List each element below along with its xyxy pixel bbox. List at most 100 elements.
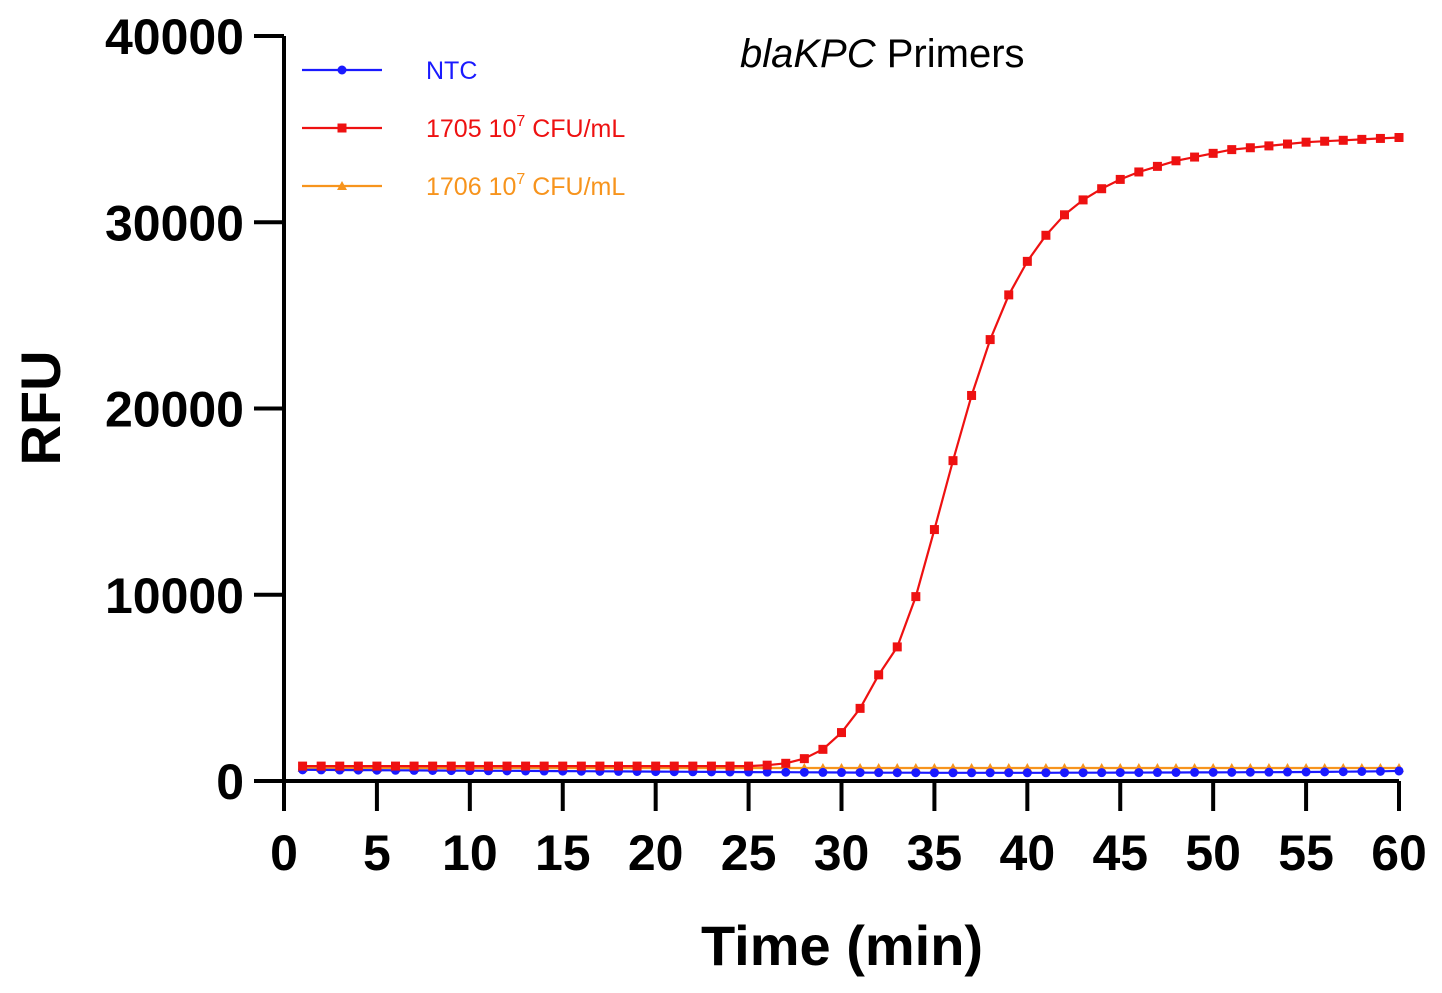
legend-label: NTC <box>426 57 477 85</box>
data-point <box>1004 290 1014 300</box>
data-point <box>614 761 623 771</box>
data-point <box>1152 768 1162 778</box>
data-point <box>1338 767 1348 777</box>
data-point <box>1320 767 1330 777</box>
x-tick-label: 20 <box>628 825 684 881</box>
series-1705-10-7-cfu-ml <box>298 133 1404 771</box>
data-point <box>576 761 586 771</box>
data-point <box>1245 767 1255 777</box>
x-tick-label: 30 <box>814 825 870 881</box>
data-point <box>1375 133 1385 143</box>
data-point <box>967 390 977 400</box>
data-point <box>855 768 865 778</box>
x-tick-label: 50 <box>1185 825 1241 881</box>
data-point <box>892 768 902 778</box>
legend-label-rest: CFU/mL <box>525 173 625 201</box>
data-point <box>762 760 772 770</box>
legend-item: NTC <box>302 57 477 85</box>
data-point <box>316 761 326 771</box>
data-point <box>837 768 846 778</box>
y-axis-title: RFU <box>9 350 72 465</box>
data-point <box>1301 767 1311 777</box>
x-tick-label: 5 <box>363 825 391 881</box>
data-point <box>409 761 419 771</box>
data-point <box>1264 141 1274 151</box>
x-tick-label: 45 <box>1092 825 1148 881</box>
series-group <box>297 133 1404 778</box>
x-tick-label: 10 <box>442 825 498 881</box>
legend-swatch-marker <box>337 65 347 75</box>
x-tick-label: 60 <box>1371 825 1427 881</box>
data-point <box>539 761 549 771</box>
data-point <box>428 761 438 771</box>
x-tick-label: 55 <box>1278 825 1334 881</box>
data-point <box>948 768 958 778</box>
data-point <box>1264 767 1274 777</box>
data-point <box>1115 768 1125 778</box>
data-point <box>1245 143 1255 153</box>
legend-label-rest: CFU/mL <box>525 115 625 143</box>
data-point <box>353 761 363 771</box>
data-point <box>335 761 345 771</box>
data-point <box>446 761 456 771</box>
data-point <box>1227 145 1237 155</box>
data-point <box>1134 167 1144 177</box>
data-point <box>1078 768 1088 778</box>
data-point <box>837 728 846 738</box>
data-point <box>1375 766 1385 776</box>
data-point <box>929 768 939 778</box>
data-point <box>1115 174 1125 184</box>
data-point <box>1208 767 1218 777</box>
data-point <box>1097 768 1107 778</box>
data-point <box>391 761 400 771</box>
x-tick-label: 40 <box>1000 825 1056 881</box>
data-point <box>651 761 661 771</box>
data-point <box>1208 148 1218 158</box>
series-line <box>302 136 1400 768</box>
data-point <box>595 761 605 771</box>
legend-label-base: 1706 10 <box>426 173 516 201</box>
data-point <box>892 642 902 652</box>
legend-swatch-marker <box>337 181 347 190</box>
data-point <box>1134 768 1144 778</box>
data-point <box>1097 184 1107 194</box>
data-point <box>1041 768 1051 778</box>
data-point <box>1171 156 1181 166</box>
data-point <box>688 761 698 771</box>
x-tick-label: 15 <box>535 825 591 881</box>
y-ticks: 0 10000 20000 30000 40000 <box>105 9 284 810</box>
legend-label-sup: 7 <box>516 113 525 130</box>
data-point <box>1022 768 1032 778</box>
data-point <box>855 703 865 713</box>
x-tick-label: 0 <box>270 825 298 881</box>
y-tick-label: 0 <box>216 754 244 810</box>
legend-swatch-marker <box>337 123 347 133</box>
chart-title-rest: Primers <box>876 32 1025 76</box>
data-point <box>465 761 475 771</box>
data-point <box>948 456 958 466</box>
y-tick-label: 40000 <box>105 9 244 65</box>
data-point <box>1171 767 1181 777</box>
data-point <box>1394 133 1404 143</box>
legend-label-sup: 7 <box>516 171 525 188</box>
data-point <box>799 754 809 764</box>
data-point <box>985 768 995 778</box>
legend-label: 1705 107 CFU/mL <box>426 113 625 143</box>
data-point <box>669 761 679 771</box>
x-axis-title: Time (min) <box>701 914 983 977</box>
data-point <box>521 761 531 771</box>
data-point <box>874 670 884 680</box>
data-point <box>967 768 977 778</box>
legend-item: 1705 107 CFU/mL <box>302 113 625 143</box>
data-point <box>1283 767 1292 777</box>
data-point <box>1227 767 1237 777</box>
data-point <box>298 761 308 771</box>
data-point <box>911 592 921 602</box>
data-point <box>558 761 568 771</box>
data-point <box>744 761 754 771</box>
data-point <box>985 335 995 345</box>
data-point <box>799 767 809 777</box>
chart-title: blaKPC Primers <box>740 32 1025 76</box>
